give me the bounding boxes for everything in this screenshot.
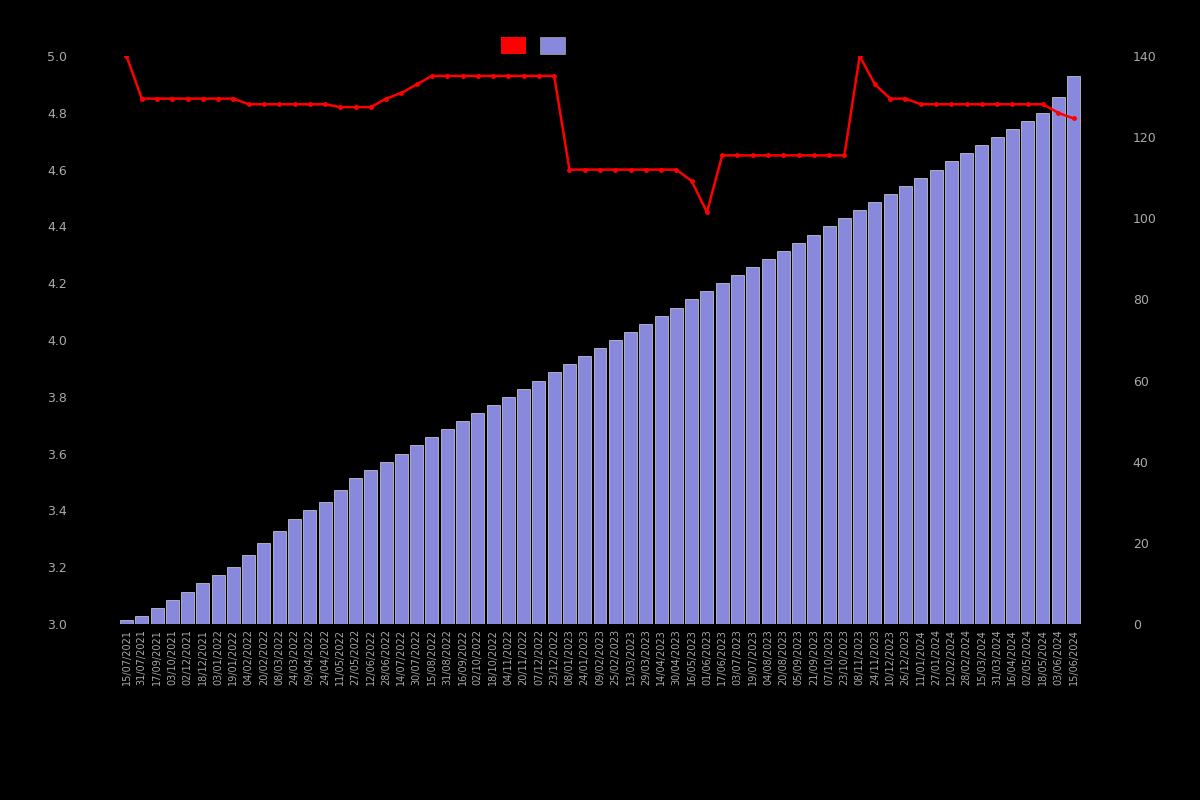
Bar xyxy=(701,291,714,624)
Bar xyxy=(899,186,912,624)
Bar xyxy=(365,470,377,624)
Bar xyxy=(792,242,805,624)
Bar xyxy=(944,162,958,624)
Bar xyxy=(486,405,499,624)
Bar xyxy=(1021,121,1034,624)
Bar xyxy=(731,275,744,624)
Bar xyxy=(715,283,728,624)
Bar xyxy=(1051,97,1064,624)
Bar xyxy=(624,332,637,624)
Bar xyxy=(853,210,866,624)
Bar xyxy=(1006,129,1019,624)
Bar xyxy=(426,438,438,624)
Bar xyxy=(472,413,485,624)
Bar xyxy=(181,591,194,624)
Bar xyxy=(685,299,698,624)
Bar xyxy=(533,381,545,624)
Bar xyxy=(304,510,317,624)
Bar xyxy=(976,146,989,624)
Bar xyxy=(120,620,133,624)
Bar xyxy=(914,178,928,624)
Bar xyxy=(318,502,331,624)
Bar xyxy=(272,530,286,624)
Bar xyxy=(930,170,942,624)
Legend: , : , xyxy=(496,32,577,60)
Bar xyxy=(1067,76,1080,624)
Bar xyxy=(578,356,592,624)
Bar xyxy=(823,226,835,624)
Bar xyxy=(838,218,851,624)
Bar xyxy=(136,616,149,624)
Bar xyxy=(960,154,973,624)
Bar xyxy=(379,462,392,624)
Bar xyxy=(258,543,270,624)
Bar xyxy=(991,137,1003,624)
Bar xyxy=(762,259,774,624)
Bar xyxy=(395,454,408,624)
Bar xyxy=(334,490,347,624)
Bar xyxy=(869,202,882,624)
Bar xyxy=(456,421,469,624)
Bar xyxy=(670,307,683,624)
Bar xyxy=(410,446,424,624)
Bar xyxy=(808,234,821,624)
Bar xyxy=(776,250,790,624)
Bar xyxy=(883,194,896,624)
Bar xyxy=(655,316,667,624)
Bar xyxy=(211,575,224,624)
Bar xyxy=(563,364,576,624)
Bar xyxy=(440,430,454,624)
Bar xyxy=(594,348,606,624)
Bar xyxy=(242,555,256,624)
Bar xyxy=(227,567,240,624)
Bar xyxy=(288,518,301,624)
Bar xyxy=(640,324,653,624)
Bar xyxy=(517,389,530,624)
Bar xyxy=(166,600,179,624)
Bar xyxy=(197,583,209,624)
Bar xyxy=(1037,113,1050,624)
Bar xyxy=(150,608,163,624)
Bar xyxy=(608,340,622,624)
Bar xyxy=(502,397,515,624)
Bar xyxy=(746,267,760,624)
Bar xyxy=(547,373,560,624)
Bar xyxy=(349,478,362,624)
